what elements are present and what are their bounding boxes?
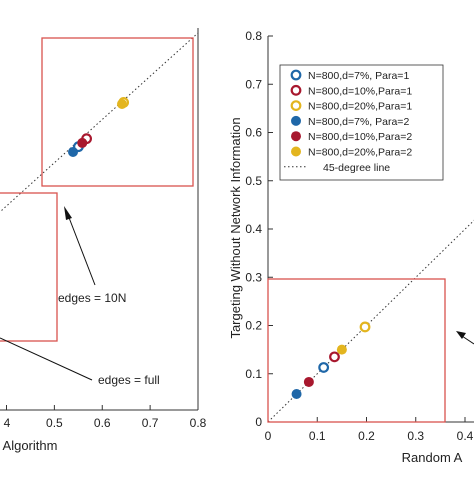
right-y-tick-label: 0 [255, 415, 262, 429]
right-45-degree-line [267, 219, 474, 423]
right-annotation-arrow-line [461, 335, 474, 345]
right-data-point-4 [303, 376, 314, 387]
legend-entry-label: N=800,d=10%,Para=1 [308, 85, 412, 97]
right-panel: 0 0.1 0.2 0.3 0.4 0.5 0.6 0.7 0.8 0 0.1 0.2 0.3 0.4 Ra… [228, 29, 474, 465]
right-zoom-box [267, 278, 446, 423]
right-x-tick-label: 0.2 [358, 429, 375, 443]
left-annotation-line-full [0, 337, 93, 381]
right-y-tick-label: 0.5 [245, 174, 262, 188]
right-data-point-2 [359, 321, 371, 333]
left-annotation-arrowhead [64, 206, 72, 220]
right-legend-box [279, 64, 444, 181]
right-x-axis-label: Random A [402, 450, 463, 465]
right-annotation-arrowhead [456, 331, 466, 339]
left-x-tick-label: 4 [4, 416, 11, 430]
left-x-tick-label: 0.6 [94, 416, 111, 430]
right-x-tick-label: 0.1 [309, 429, 326, 443]
left-data-point-4 [77, 137, 88, 148]
legend-entry-label: N=800,d=7%, Para=2 [308, 116, 409, 128]
right-y-tick-label: 0.3 [245, 270, 262, 284]
legend-line-label: 45-degree line [323, 162, 390, 174]
left-data-point-5 [117, 99, 127, 109]
right-data-point-1 [329, 351, 340, 363]
right-y-tick-label: 0.1 [245, 367, 262, 381]
legend-marker-4 [291, 131, 301, 142]
right-y-tick-label: 0.2 [245, 319, 262, 333]
right-y-tick-label: 0.4 [245, 222, 262, 236]
right-y-axis-label: Targeting Without Network Information [228, 117, 243, 338]
right-y-tick-label: 0.7 [245, 77, 262, 91]
left-x-tick-label: 0.8 [190, 416, 207, 430]
right-x-tick-label: 0.4 [457, 429, 474, 443]
legend-marker-2 [290, 100, 302, 111]
right-y-tick-label: 0.8 [245, 29, 262, 43]
left-zoom-box-lower [0, 192, 58, 342]
left-annotation-edges-full: edges = full [98, 373, 160, 387]
right-legend: N=800,d=7%, Para=1 N=800,d=10%,Para=1 N=80… [279, 64, 444, 181]
left-data-point-3 [68, 147, 78, 157]
right-data-point-3 [291, 389, 302, 400]
left-annotation-edges-10n: edges = 10N [58, 291, 126, 305]
left-x-tick-label: 0.5 [46, 416, 63, 430]
left-x-tick-label: 0.7 [142, 416, 159, 430]
left-45-degree-line [0, 32, 199, 213]
right-x-tick-label: 0.3 [407, 429, 424, 443]
legend-marker-3 [291, 115, 301, 126]
legend-entry-label: N=800,d=20%,Para=1 [308, 101, 412, 113]
left-zoom-box-upper [41, 37, 194, 187]
left-annotation-arrow-line [67, 214, 96, 286]
legend-marker-0 [290, 69, 302, 81]
left-x-axis-label: Algorithm [3, 438, 58, 453]
legend-entry-label: N=800,d=7%, Para=1 [308, 70, 409, 82]
left-panel: 4 0.5 0.6 0.7 0.8 Algorithm edges = 10N edges =… [0, 28, 207, 453]
legend-marker-5 [291, 146, 301, 157]
legend-entry-label: N=800,d=20%,Para=2 [308, 147, 412, 159]
right-data-point-0 [318, 362, 330, 373]
right-data-point-5 [336, 344, 347, 355]
right-x-tick-label: 0 [265, 429, 272, 443]
legend-marker-1 [290, 84, 302, 96]
right-y-tick-label: 0.6 [245, 126, 262, 140]
legend-entry-label: N=800,d=10%,Para=2 [308, 131, 412, 143]
